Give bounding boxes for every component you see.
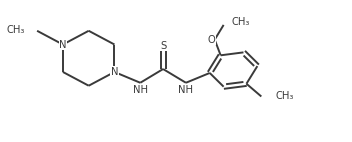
Text: CH₃: CH₃: [7, 25, 25, 35]
Text: S: S: [160, 40, 166, 51]
Text: N: N: [111, 67, 118, 77]
Text: O: O: [208, 35, 215, 45]
Text: NH: NH: [133, 85, 148, 95]
Text: N: N: [59, 39, 67, 50]
Text: CH₃: CH₃: [275, 91, 294, 102]
Text: NH: NH: [178, 85, 193, 95]
Text: CH₃: CH₃: [232, 17, 250, 27]
